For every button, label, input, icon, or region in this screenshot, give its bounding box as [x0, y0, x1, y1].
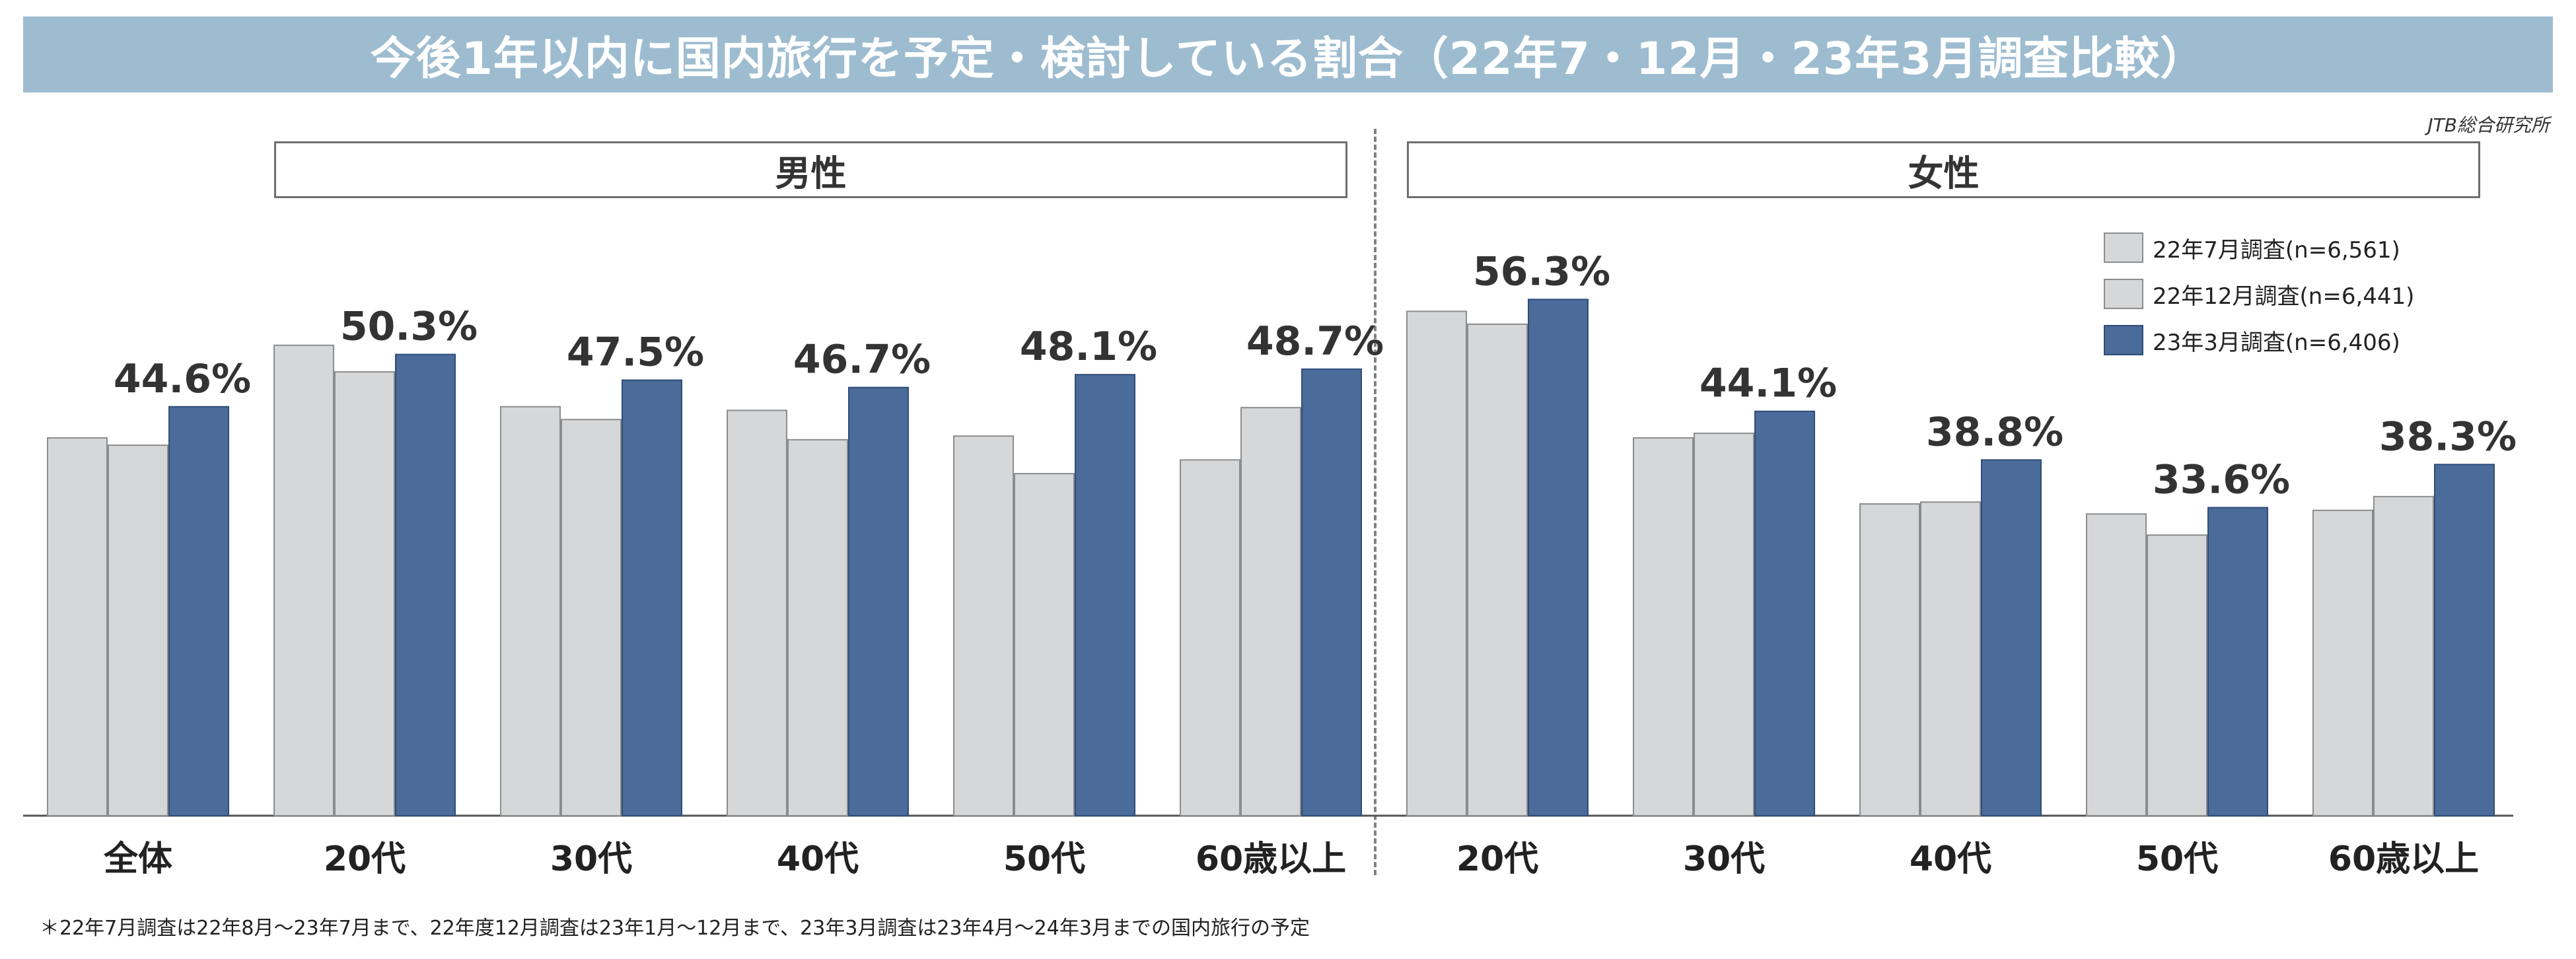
- bar-dec22: [1920, 501, 1981, 816]
- bar-mar23: [1075, 374, 1135, 816]
- category-label: 60歳以上: [1196, 839, 1346, 879]
- bar-dec22: [787, 439, 848, 816]
- legend-label-dec22: 22年12月調査(n=6,441): [2153, 283, 2415, 310]
- category-label: 全体: [103, 839, 172, 879]
- bar-jul22: [1180, 459, 1240, 816]
- bar-mar23: [2434, 464, 2495, 816]
- legend-label-jul22: 22年7月調査(n=6,561): [2153, 236, 2400, 264]
- data-label: 48.1%: [1020, 324, 1157, 370]
- legend: 22年7月調査(n=6,561) 22年12月調査(n=6,441) 23年3月…: [2104, 225, 2414, 363]
- group-header-female: 女性: [1407, 141, 2480, 198]
- group-divider: [1374, 129, 1377, 875]
- bar-jul22: [727, 409, 787, 816]
- bar-jul22: [273, 344, 334, 816]
- bar-dec22: [108, 444, 168, 816]
- data-label: 50.3%: [340, 304, 478, 350]
- bar-dec22: [2147, 534, 2207, 816]
- bar-chart: 44.6% 全体 50.3% 20代 47.5% 30代 46.7% 40代 48.1% 50代 4…: [23, 248, 2517, 879]
- legend-swatch-mar23: [2104, 325, 2143, 355]
- legend-item: 22年12月調査(n=6,441): [2104, 271, 2414, 317]
- category-label: 50代: [1003, 839, 1085, 879]
- bar-dec22: [2373, 495, 2434, 816]
- legend-item: 22年7月調査(n=6,561): [2104, 225, 2414, 271]
- category-label: 40代: [1910, 839, 1991, 879]
- bar-dec22: [1694, 433, 1754, 816]
- bar-jul22: [1406, 310, 1467, 816]
- bar-mar23: [622, 379, 682, 816]
- bar-dec22: [1467, 323, 1528, 816]
- bar-dec22: [561, 419, 622, 816]
- data-label: 47.5%: [567, 330, 704, 376]
- data-label: 56.3%: [1473, 248, 1610, 295]
- category-label: 30代: [1683, 839, 1765, 879]
- data-label: 48.7%: [1246, 318, 1384, 365]
- category-label: 20代: [1456, 839, 1538, 879]
- bar-mar23: [1754, 410, 1815, 816]
- category-label: 60歳以上: [2328, 839, 2479, 879]
- bar-mar23: [1528, 299, 1589, 816]
- category-label: 40代: [777, 839, 859, 879]
- bar-jul22: [47, 437, 108, 816]
- data-label: 33.6%: [2153, 457, 2290, 503]
- bar-mar23: [848, 386, 909, 816]
- data-label: 46.7%: [793, 337, 931, 383]
- bar-mar23: [1981, 459, 2042, 816]
- data-label: 44.6%: [114, 356, 251, 402]
- bar-jul22: [1859, 503, 1920, 816]
- data-label: 38.8%: [1926, 409, 2063, 455]
- bar-mar23: [1301, 368, 1362, 816]
- data-label: 44.1%: [1699, 361, 1837, 407]
- category-label: 50代: [2136, 839, 2218, 879]
- bar-dec22: [1240, 407, 1301, 816]
- chart-title: 今後1年以内に国内旅行を予定・検討している割合（22年7・12月・23年3月調査…: [370, 33, 2206, 85]
- title-bar: 今後1年以内に国内旅行を予定・検討している割合（22年7・12月・23年3月調査…: [23, 17, 2553, 92]
- category-label: 30代: [550, 839, 632, 879]
- bar-jul22: [1633, 437, 1694, 816]
- bar-jul22: [2312, 509, 2373, 816]
- legend-swatch-jul22: [2104, 232, 2143, 263]
- category-label: 20代: [324, 839, 406, 879]
- bar-mar23: [168, 406, 229, 816]
- bar-dec22: [334, 371, 395, 816]
- legend-item: 23年3月調査(n=6,406): [2104, 317, 2414, 363]
- bar-mar23: [395, 353, 456, 816]
- bar-mar23: [2207, 507, 2268, 817]
- data-label: 38.3%: [2379, 413, 2517, 460]
- bar-jul22: [2086, 513, 2147, 816]
- source-label: JTB総合研究所: [2427, 114, 2550, 136]
- legend-swatch-dec22: [2104, 279, 2143, 309]
- bar-jul22: [953, 435, 1014, 816]
- legend-label-mar23: 23年3月調査(n=6,406): [2153, 329, 2400, 356]
- group-header-male: 男性: [274, 141, 1347, 198]
- bar-dec22: [1014, 473, 1075, 816]
- footnote: ＊22年7月調査は22年8月～23年7月まで、22年度12月調査は23年1月～1…: [40, 917, 1310, 940]
- bar-jul22: [500, 406, 561, 816]
